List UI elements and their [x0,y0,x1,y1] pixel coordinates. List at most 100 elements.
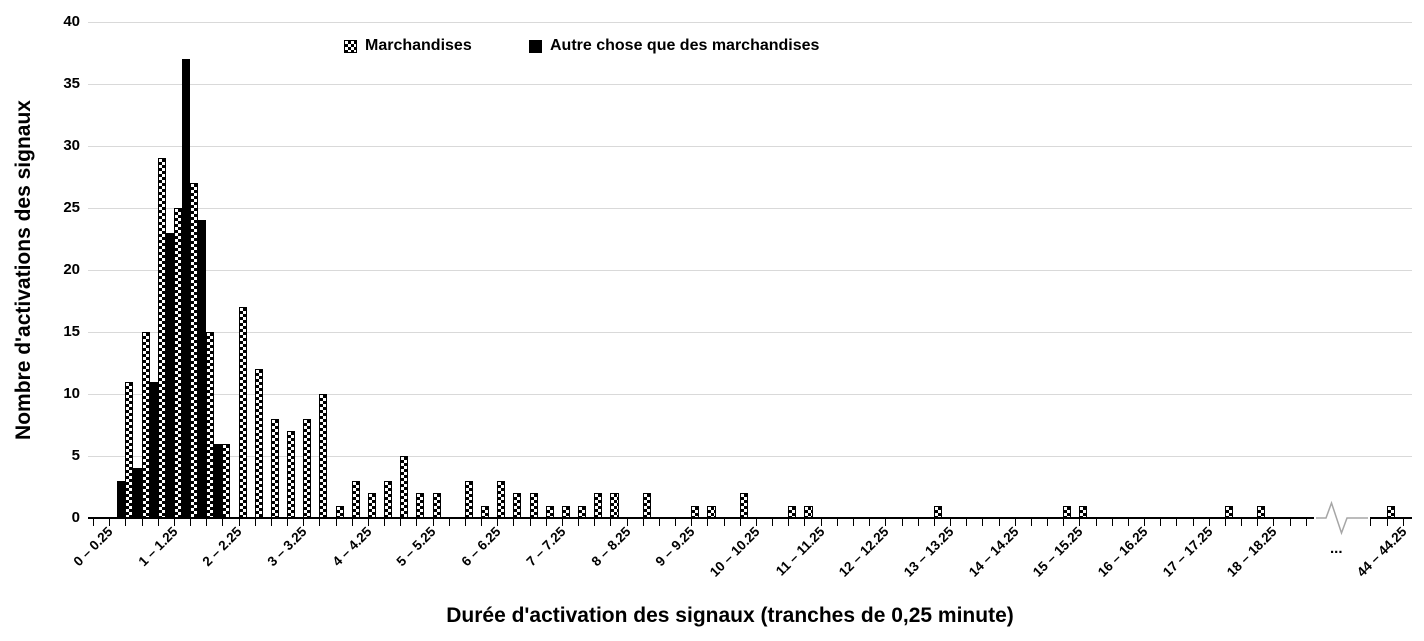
gridline [88,208,1412,209]
x-tick-label: 10 – 10.25 [706,524,763,580]
x-tick [982,519,984,526]
legend-swatch-checker-icon [344,39,357,53]
bar-marchandises [141,332,150,518]
bar-marchandises [384,480,393,518]
x-tick [804,519,806,526]
x-tick-label: 3 – 3.25 [264,524,310,570]
bar-marchandises [642,493,651,518]
x-tick [384,519,386,526]
bar-marchandises [529,493,538,518]
x-tick [1241,519,1243,526]
x-tick-label: 12 – 12.25 [836,524,892,580]
x-tick [1063,519,1065,526]
gridline [88,394,1412,395]
x-tick [1224,519,1226,526]
bar-marchandises [190,183,199,518]
x-tick [836,519,838,526]
x-tick [432,519,434,526]
x-axis-title: Durée d'activation des signaux (tranches… [446,604,1014,627]
x-tick-label: 2 – 2.25 [199,524,246,570]
bar-autre [214,443,223,518]
y-tick-label: 15 [63,323,80,340]
legend-label: Marchandises [365,37,472,54]
bar-marchandises [610,493,619,518]
x-tick [1402,519,1404,526]
bar-marchandises [416,493,425,518]
x-tick [1257,519,1259,526]
x-tick [351,519,353,526]
x-tick [1273,519,1275,526]
x-tick [755,519,757,526]
x-tick [707,519,709,526]
x-tick [93,519,94,526]
x-tick [1047,519,1049,526]
x-tick [1386,519,1388,526]
x-tick [125,519,127,526]
y-tick-label: 25 [63,199,80,216]
x-tick [723,519,725,526]
bar-autre [198,220,207,518]
x-tick [303,519,305,526]
bar-marchandises [206,332,215,518]
x-tick-label: 5 – 5.25 [393,524,440,570]
axis-break-ellipsis: ... [1330,540,1343,557]
x-tick [416,519,418,526]
x-tick [852,519,854,526]
bar-marchandises [464,480,473,518]
x-tick [335,519,337,526]
x-tick [287,519,289,526]
x-tick [238,519,240,526]
x-tick [513,519,515,526]
x-tick [885,519,887,526]
x-tick [1111,519,1113,526]
x-tick [497,519,499,526]
x-tick [1305,519,1307,526]
x-tick [1192,519,1194,526]
x-tick [917,519,919,526]
bar-marchandises [287,431,296,518]
x-tick [610,519,612,526]
x-tick [998,519,1000,526]
x-tick [1014,519,1016,526]
x-tick-label: 16 – 16.25 [1094,524,1151,580]
x-tick [1208,519,1210,526]
bar-marchandises [319,394,328,518]
y-tick-label: 30 [63,137,80,154]
x-tick [173,519,175,526]
x-tick [319,519,321,526]
bar-marchandises [367,493,376,518]
x-tick [206,519,208,526]
x-tick [626,519,628,526]
x-tick [658,519,660,526]
y-tick-label: 20 [63,261,80,278]
y-axis-title: Nombre d'activations des signaux [12,100,35,440]
x-tick [157,519,159,526]
bar-marchandises [594,493,603,518]
gridline [88,456,1412,457]
x-tick [222,519,224,526]
x-tick [1160,519,1162,526]
bar-marchandises [270,418,279,518]
x-tick [578,519,580,526]
x-tick-label: 9 – 9.25 [652,524,698,570]
x-tick [594,519,596,526]
bar-autre [149,381,158,518]
x-tick [545,519,547,526]
gridline [88,332,1412,333]
bar-marchandises [497,480,506,518]
x-tick-label: 11 – 11.25 [772,524,828,579]
x-tick [448,519,450,526]
x-tick [950,519,951,526]
bar-marchandises [739,493,748,518]
x-tick [1176,519,1178,526]
bar-marchandises [254,369,263,518]
y-tick-label: 35 [63,75,80,92]
x-tick [739,519,741,526]
x-tick [966,519,968,526]
legend-swatch-solid-icon [529,39,542,53]
x-tick-label: 18 – 18.25 [1224,524,1280,580]
bar-marchandises [238,307,247,518]
bar-autre [181,59,190,518]
x-tick-label: 6 – 6.25 [458,524,504,570]
